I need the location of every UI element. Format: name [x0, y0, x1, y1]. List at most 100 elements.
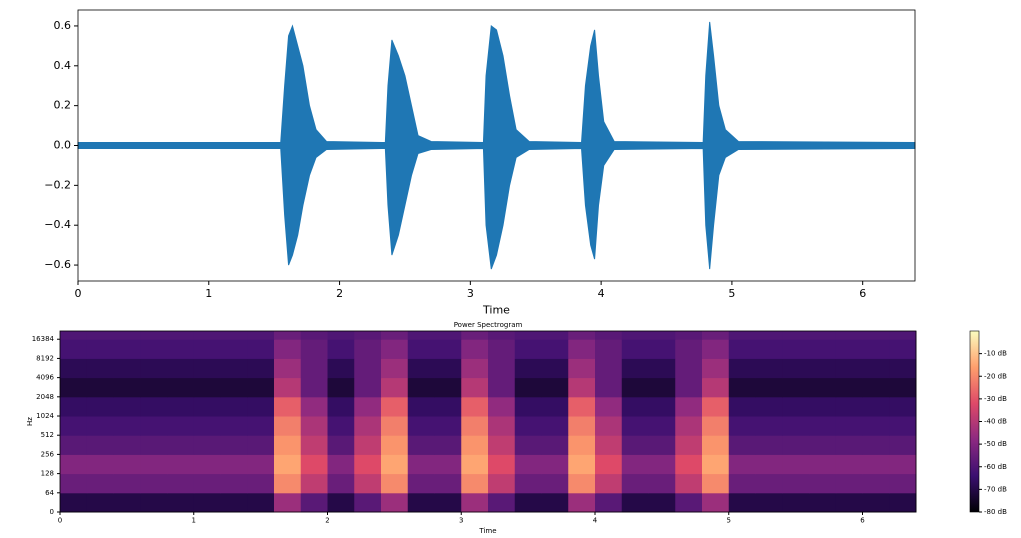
spectrogram-cell	[327, 492, 355, 513]
spectrogram-cell	[113, 339, 141, 359]
y-axis-label: Hz	[26, 417, 34, 426]
spectrogram-cell	[220, 396, 248, 417]
spectrogram-cell	[461, 492, 489, 513]
spectrogram-cell	[755, 416, 783, 436]
spectrogram-cell	[434, 358, 462, 379]
spectrogram-cell	[514, 435, 542, 455]
spectrogram-cell	[755, 331, 783, 340]
spectrogram-cell	[434, 377, 462, 398]
spectrogram-cell	[835, 416, 863, 436]
spectrogram-cell	[755, 492, 783, 513]
spectrogram-cell	[514, 492, 542, 513]
spectrogram-cell	[381, 473, 409, 494]
spectrogram-cell	[140, 358, 168, 379]
y-tick-label: −0.4	[44, 218, 71, 231]
spectrogram-cell	[407, 331, 435, 340]
spectrogram-cell	[835, 377, 863, 398]
waveform-envelope	[77, 21, 916, 146]
colorbar-tick-label: -10 dB	[984, 350, 1007, 358]
spectrogram-cell	[167, 416, 195, 436]
spectrogram-cell	[889, 377, 917, 398]
spectrogram-cell	[381, 358, 409, 379]
spectrogram-cell	[167, 435, 195, 455]
spectrogram-cell	[220, 358, 248, 379]
spectrogram-cell	[354, 492, 382, 513]
spectrogram-cell	[568, 358, 596, 379]
spectrogram-cell	[835, 454, 863, 475]
spectrogram-cell	[862, 435, 890, 455]
spectrogram-cell	[407, 492, 435, 513]
x-tick-label: 4	[593, 517, 598, 525]
spectrogram-cell	[809, 473, 837, 494]
spectrogram-cell	[60, 396, 88, 417]
spectrogram-cell	[113, 331, 141, 340]
spectrogram-cell	[862, 492, 890, 513]
spectrogram-cell	[167, 358, 195, 379]
y-tick-label: −0.2	[44, 178, 71, 191]
spectrogram-cell	[60, 435, 88, 455]
spectrogram-cell	[247, 416, 275, 436]
spectrogram-cell	[621, 473, 649, 494]
spectrogram-cell	[461, 331, 489, 340]
spectrogram-cell	[140, 454, 168, 475]
spectrogram-cell	[327, 358, 355, 379]
spectrogram-cell	[461, 473, 489, 494]
spectrogram-cell	[675, 416, 703, 436]
spectrogram-cell	[675, 492, 703, 513]
spectrogram-cell	[247, 339, 275, 359]
spectrogram-cell	[274, 358, 302, 379]
spectrogram-cell	[434, 435, 462, 455]
spectrogram-cell	[514, 454, 542, 475]
spectrogram-cell	[193, 331, 221, 340]
spectrogram-cell	[193, 473, 221, 494]
spectrogram-cell	[702, 492, 730, 513]
spectrogram-cell	[782, 473, 810, 494]
spectrogram-cell	[220, 435, 248, 455]
spectrogram-cell	[595, 492, 623, 513]
spectrogram-cell	[621, 454, 649, 475]
spectrogram-cell	[862, 377, 890, 398]
spectrogram-cell	[488, 396, 516, 417]
spectrogram-cell	[595, 454, 623, 475]
spectrogram-cell	[434, 454, 462, 475]
spectrogram-cell	[274, 416, 302, 436]
spectrogram-cell	[889, 339, 917, 359]
spectrogram-cell	[274, 331, 302, 340]
spectrogram-cell	[835, 358, 863, 379]
spectrogram-cell	[568, 396, 596, 417]
spectrogram-cell	[167, 396, 195, 417]
spectrogram-cell	[461, 396, 489, 417]
chart-title: Power Spectrogram	[454, 321, 523, 329]
y-tick-label: 128	[41, 470, 54, 478]
spectrogram-cell	[381, 454, 409, 475]
x-tick-label: 5	[728, 287, 735, 300]
spectrogram-cell	[835, 435, 863, 455]
spectrogram-cell	[167, 492, 195, 513]
spectrogram-cell	[193, 435, 221, 455]
spectrogram-cell	[327, 435, 355, 455]
spectrogram-cell	[113, 358, 141, 379]
spectrogram-cell	[889, 396, 917, 417]
spectrogram-cell	[327, 454, 355, 475]
y-tick-label: 0.6	[54, 19, 72, 32]
spectrogram-cell	[675, 358, 703, 379]
spectrogram-cell	[488, 454, 516, 475]
spectrogram-cell	[220, 339, 248, 359]
spectrogram-cell	[862, 396, 890, 417]
spectrogram-cell	[755, 396, 783, 417]
spectrogram-cell	[488, 339, 516, 359]
spectrogram-cell	[755, 339, 783, 359]
spectrogram-cell	[621, 377, 649, 398]
spectrogram-cell	[327, 396, 355, 417]
spectrogram-cell	[541, 473, 569, 494]
spectrogram-cell	[514, 339, 542, 359]
spectrogram-cell	[702, 339, 730, 359]
spectrogram-cell	[86, 396, 114, 417]
x-tick-label: 0	[75, 287, 82, 300]
spectrogram-cell	[514, 396, 542, 417]
spectrogram-cell	[354, 331, 382, 340]
spectrogram-cell	[247, 435, 275, 455]
y-tick-label: 1024	[36, 412, 54, 420]
spectrogram-cell	[595, 331, 623, 340]
